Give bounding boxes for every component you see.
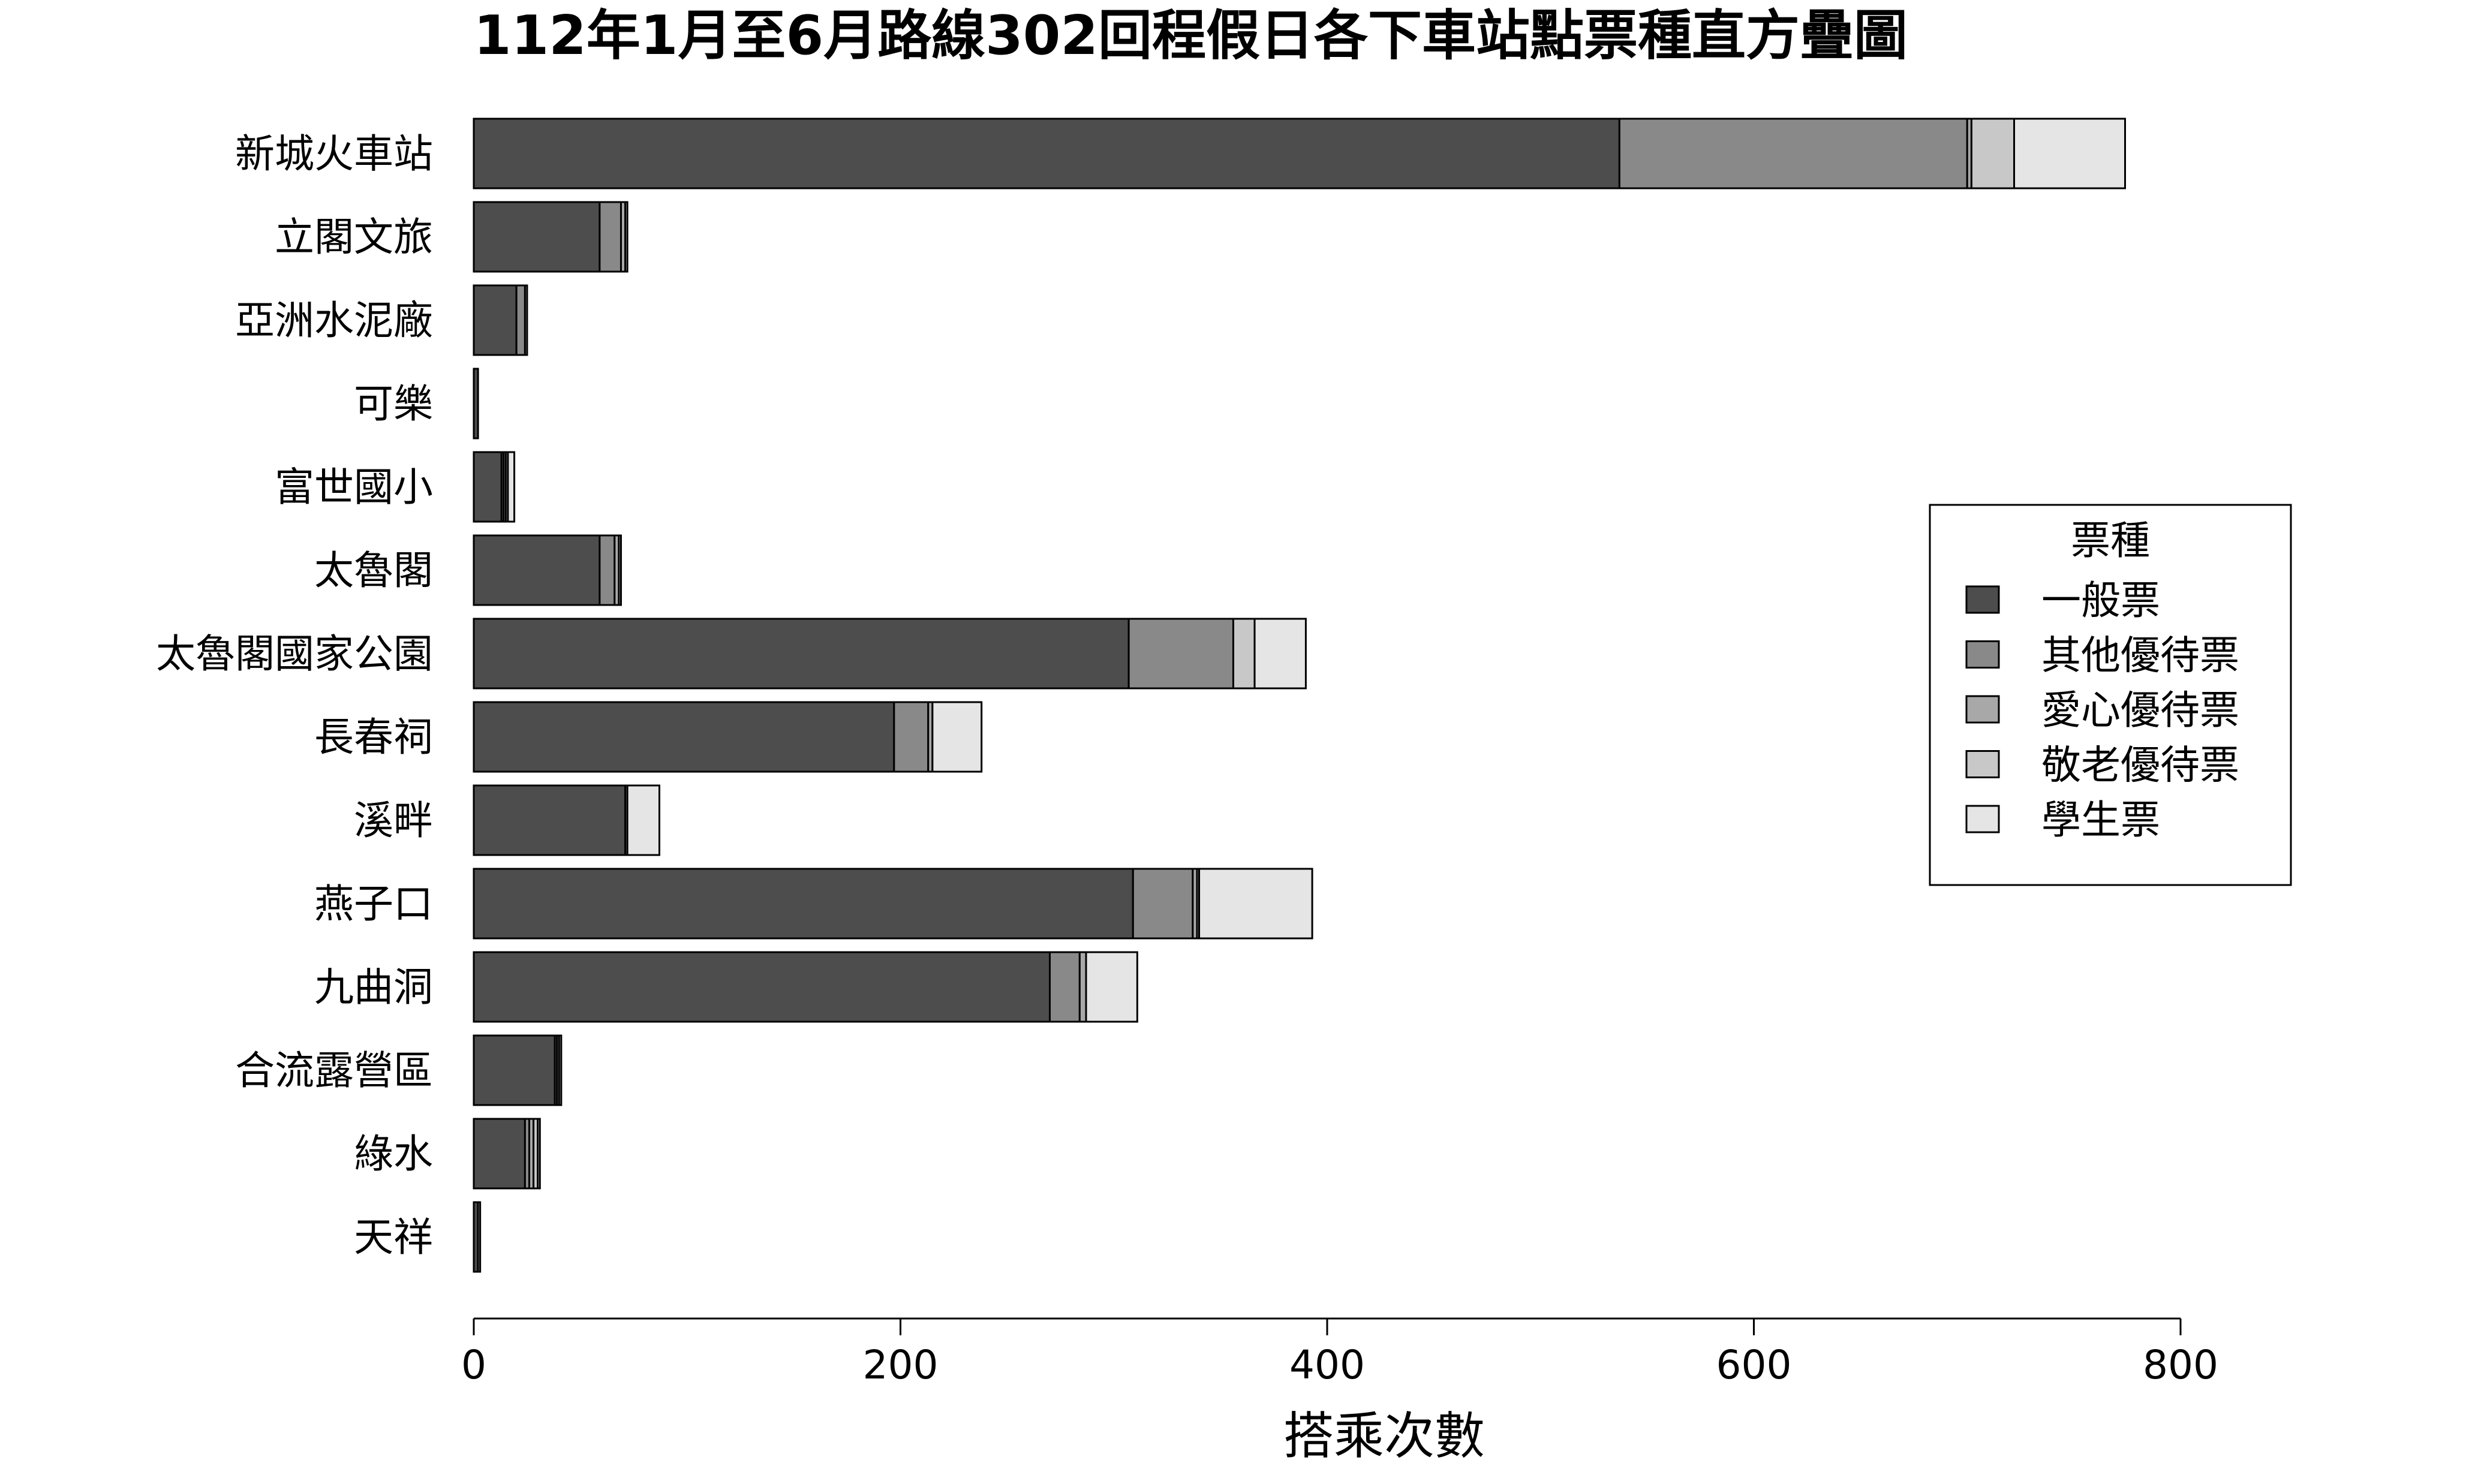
bar-segment-9-4 (1198, 868, 1313, 940)
x-tick-label: 800 (2143, 1342, 2218, 1388)
bar-segment-6-3 (1232, 618, 1256, 690)
bar-segment-2-0 (473, 284, 518, 356)
bar-segment-13-3 (477, 1201, 482, 1273)
bar-segment-3-0 (473, 368, 479, 440)
x-axis-title: 搭乘次數 (1283, 1407, 1485, 1465)
legend-swatch (1965, 805, 2000, 833)
bar-segment-10-1 (1049, 951, 1081, 1023)
bar-segment-0-1 (1618, 118, 1968, 189)
bar-segment-1-0 (473, 201, 601, 273)
legend-label: 其他優待票 (2041, 633, 2239, 679)
bar-segment-0-0 (473, 118, 1620, 189)
bar-segment-11-0 (473, 1034, 556, 1106)
legend-title: 票種 (2071, 517, 2150, 564)
x-tick-label: 400 (1289, 1342, 1365, 1388)
x-tick-label: 200 (863, 1342, 939, 1388)
category-label: 亞洲水泥廠 (235, 297, 433, 344)
category-label: 溪畔 (354, 797, 433, 844)
chart-title: 112年1月至6月路線302回程假日各下車站點票種直方疊圖 (474, 4, 1908, 67)
category-label: 天祥 (354, 1214, 433, 1260)
bar-segment-7-0 (473, 701, 895, 773)
category-label: 合流露營區 (235, 1047, 433, 1094)
x-tick-label: 600 (1716, 1342, 1792, 1388)
legend-swatch (1965, 750, 2000, 778)
bar-segment-11-3 (558, 1034, 563, 1106)
category-label: 立閣文旅 (275, 214, 433, 260)
x-tick-label: 0 (461, 1342, 486, 1388)
legend-label: 敬老優待票 (2041, 742, 2239, 788)
bar-segment-0-4 (2013, 118, 2127, 189)
category-label: 燕子口 (314, 881, 433, 927)
category-label: 可樂 (354, 381, 433, 427)
bar-segment-5-0 (473, 534, 601, 606)
category-label: 富世國小 (275, 464, 433, 510)
bar-segment-7-1 (893, 701, 930, 773)
legend-label: 學生票 (2041, 797, 2160, 843)
bar-segment-9-1 (1132, 868, 1194, 940)
bar-segment-10-2 (1078, 951, 1087, 1023)
bar-segment-10-0 (473, 951, 1051, 1023)
bar-segment-1-1 (599, 201, 622, 273)
bar-segment-9-0 (473, 868, 1134, 940)
category-label: 綠水 (354, 1131, 433, 1177)
bar-segment-12-0 (473, 1118, 526, 1190)
bar-segment-10-4 (1085, 951, 1138, 1023)
legend-swatch (1965, 585, 2000, 614)
category-labels: 新城火車站立閣文旅亞洲水泥廠可樂富世國小太魯閣太魯閣國家公園長春祠溪畔燕子口九曲… (156, 131, 433, 1260)
bar-segment-6-4 (1253, 618, 1307, 690)
legend-label: 一般票 (2041, 577, 2160, 624)
category-label: 新城火車站 (235, 131, 433, 177)
bar-segment-4-0 (473, 451, 503, 523)
bar-segment-4-4 (507, 451, 516, 523)
bar-segment-8-4 (626, 784, 661, 856)
legend-swatch (1965, 695, 2000, 724)
category-label: 太魯閣 (314, 547, 433, 594)
bar-segment-2-1 (515, 284, 526, 356)
category-label: 九曲洞 (314, 964, 433, 1010)
bar-segment-6-0 (473, 618, 1130, 690)
category-label: 長春祠 (314, 714, 433, 760)
bar-segment-5-3 (618, 534, 622, 606)
bar-segment-6-1 (1127, 618, 1234, 690)
bar-segment-7-4 (931, 701, 983, 773)
bar-segment-0-3 (1970, 118, 2016, 189)
bar-segment-12-4 (537, 1118, 541, 1190)
category-label: 太魯閣國家公園 (156, 631, 433, 677)
legend-swatch (1965, 640, 2000, 669)
bar-segment-8-0 (473, 784, 627, 856)
bars-group (473, 118, 2127, 1273)
bar-segment-2-2 (524, 284, 528, 356)
legend-label: 愛心優待票 (2041, 687, 2239, 733)
bar-segment-5-1 (599, 534, 616, 606)
x-axis: 0 200 400 600 800 (461, 1317, 2218, 1388)
bar-segment-1-3 (624, 201, 628, 273)
